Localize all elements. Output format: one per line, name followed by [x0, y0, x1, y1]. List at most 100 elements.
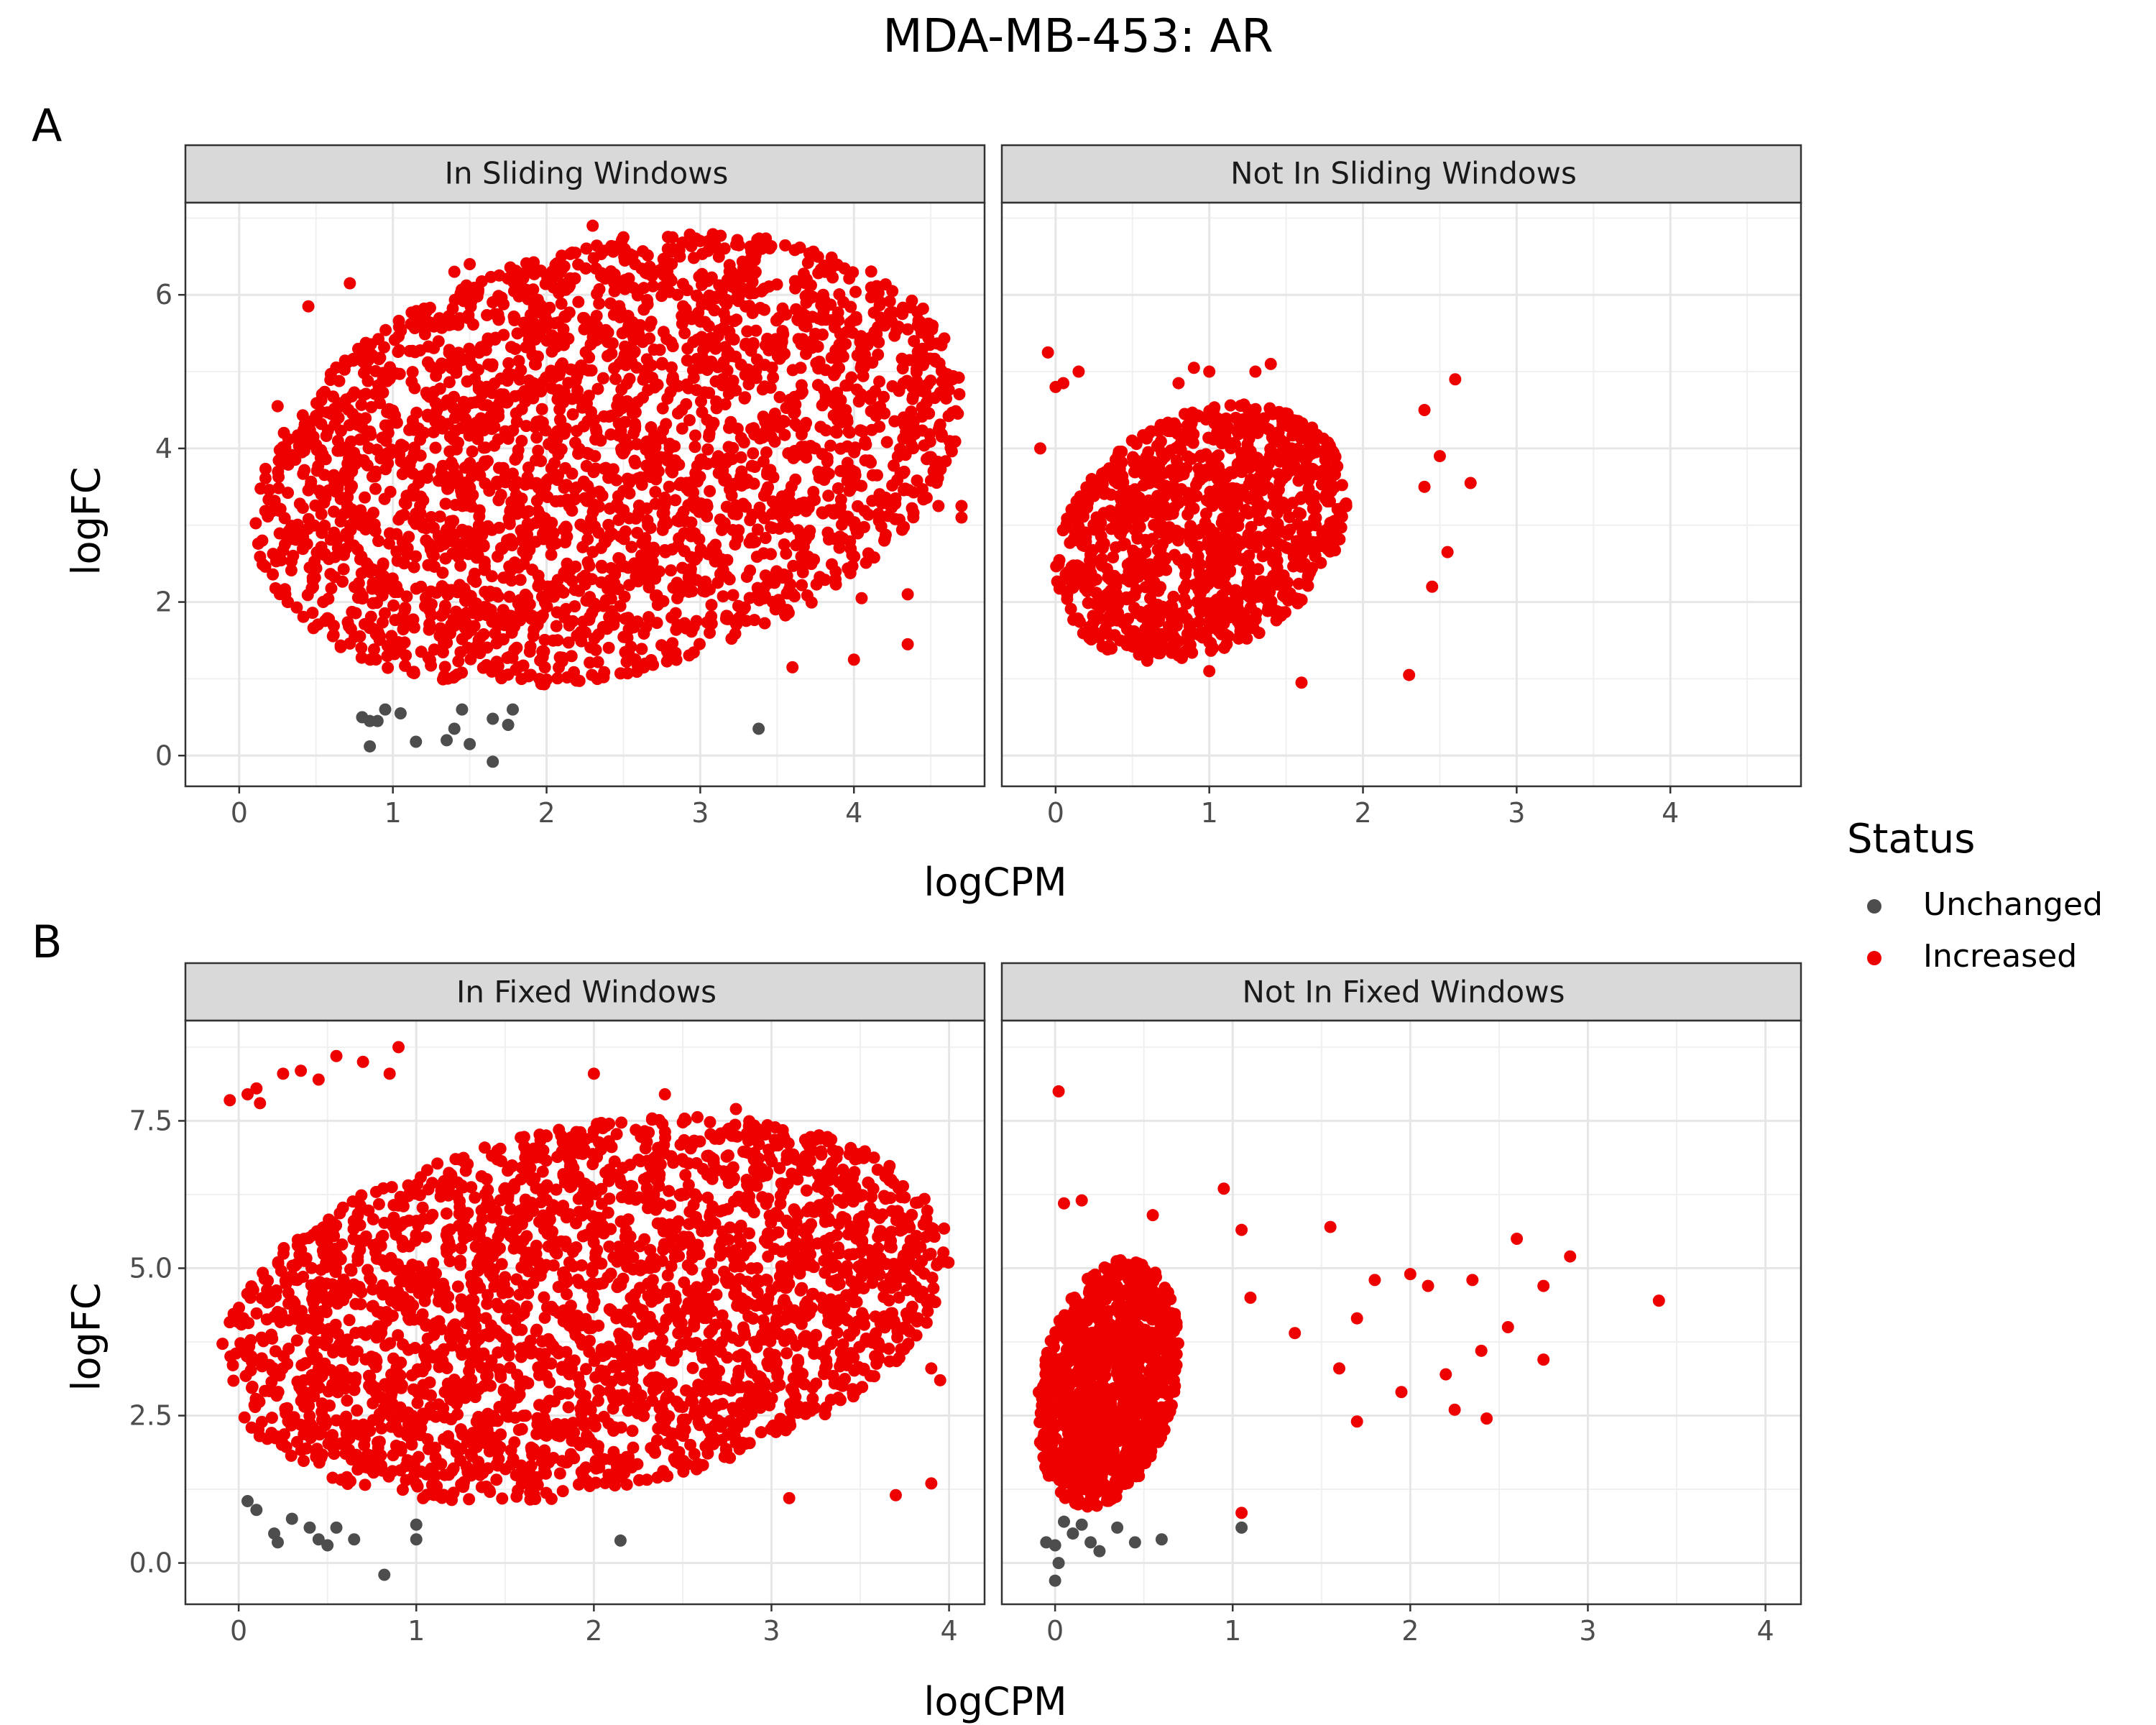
point-increased-cloud [538, 661, 551, 674]
point-increased-cloud [649, 486, 662, 499]
point-increased-cloud [783, 487, 796, 500]
point-increased-cloud [938, 1222, 951, 1235]
point-increased-cloud [653, 264, 666, 277]
point-increased-cloud [855, 479, 868, 492]
point-increased-cloud [1145, 565, 1158, 578]
x-tick-label: 3 [1508, 797, 1525, 829]
point-increased-cloud [259, 472, 272, 484]
point-increased-cloud [1263, 449, 1276, 462]
point-increased-cloud [604, 270, 617, 283]
point-increased-cloud [596, 372, 609, 385]
point-increased [1072, 365, 1085, 378]
point-increased-cloud [883, 295, 896, 308]
point-increased-cloud [907, 486, 920, 499]
point-increased-cloud [1183, 429, 1196, 442]
point-increased-cloud [751, 1261, 764, 1274]
point-increased-cloud [496, 1492, 509, 1505]
point-increased-cloud [554, 414, 567, 427]
point-increased-cloud [713, 279, 726, 292]
point-increased-cloud [589, 643, 602, 656]
point-increased-cloud [551, 634, 564, 647]
point-increased-cloud [665, 336, 678, 349]
point-increased-cloud [322, 592, 335, 605]
point-increased [1203, 665, 1216, 678]
point-increased-cloud [819, 424, 832, 437]
point-increased-cloud [691, 1110, 704, 1123]
point-increased-cloud [562, 571, 575, 584]
point-increased [617, 231, 630, 244]
point-increased-cloud [455, 421, 468, 434]
point-increased-cloud [1173, 469, 1186, 482]
point-increased-cloud [818, 383, 831, 396]
point-increased-cloud [1118, 484, 1131, 497]
point-increased-cloud [872, 336, 885, 349]
point-increased-cloud [328, 526, 341, 539]
point-increased-cloud [429, 415, 442, 428]
point-increased-cloud [723, 573, 736, 586]
point-increased-cloud [482, 332, 494, 345]
point-increased-cloud [306, 607, 319, 620]
point-increased-cloud [356, 592, 369, 605]
point-increased-cloud [1155, 638, 1168, 650]
data-points [249, 219, 968, 768]
point-increased-cloud [678, 326, 691, 339]
point-increased-cloud [492, 313, 505, 326]
point-increased-cloud [532, 505, 545, 518]
point-increased-cloud [540, 313, 553, 326]
x-tick-label: 2 [1354, 797, 1371, 829]
point-increased-cloud [936, 375, 949, 388]
point-increased-cloud [432, 474, 445, 487]
point-increased-cloud [869, 385, 882, 397]
point-increased-cloud [622, 648, 635, 661]
point-increased-cloud [630, 361, 643, 374]
point-increased-cloud [1212, 625, 1225, 638]
point-increased-cloud [1244, 601, 1257, 614]
point-increased-cloud [830, 426, 843, 439]
point-increased-cloud [564, 363, 577, 376]
point-increased-cloud [272, 465, 285, 478]
point-increased-cloud [1263, 585, 1276, 598]
point-increased [955, 511, 968, 524]
point-increased-cloud [400, 649, 413, 662]
point-increased-cloud [397, 622, 410, 635]
point-increased-cloud [502, 668, 515, 681]
point-increased-cloud [890, 324, 903, 337]
point-increased-cloud [766, 522, 779, 535]
point-increased-cloud [729, 293, 742, 305]
y-tick-label: 2 [155, 586, 172, 618]
point-increased [901, 323, 914, 336]
point-increased-cloud [443, 310, 456, 323]
point-increased-cloud [553, 661, 566, 674]
point-increased-cloud [448, 293, 461, 306]
point-increased-cloud [514, 574, 527, 586]
point-increased-cloud [528, 623, 540, 636]
point-increased-cloud [1324, 545, 1337, 558]
point-increased-cloud [854, 424, 867, 437]
point-increased-cloud [907, 506, 920, 519]
point-increased [1203, 365, 1216, 378]
point-increased-cloud [1111, 574, 1124, 586]
point-increased-cloud [727, 441, 740, 454]
point-increased-cloud [1053, 553, 1066, 566]
point-increased-cloud [1276, 525, 1289, 538]
point-increased-cloud [1292, 577, 1305, 590]
point-increased [694, 234, 706, 247]
point-increased-cloud [566, 408, 579, 420]
point-increased-cloud [607, 245, 619, 258]
point-increased-cloud [850, 383, 863, 396]
point-increased-cloud [910, 366, 923, 379]
point-increased-cloud [640, 435, 653, 448]
point-increased-cloud [1096, 640, 1109, 653]
point-increased-cloud [425, 511, 438, 524]
point-increased-cloud [721, 610, 734, 622]
point-increased-cloud [407, 613, 420, 626]
point-increased-cloud [1294, 492, 1307, 505]
point-increased-cloud [406, 366, 419, 379]
point-increased-cloud [952, 371, 965, 384]
point-increased-cloud [761, 466, 774, 479]
point-increased-cloud [573, 584, 586, 597]
point-increased-cloud [862, 1176, 875, 1189]
point-increased-cloud [757, 581, 770, 594]
point-increased-cloud [676, 277, 689, 290]
point-increased-cloud [701, 510, 714, 523]
